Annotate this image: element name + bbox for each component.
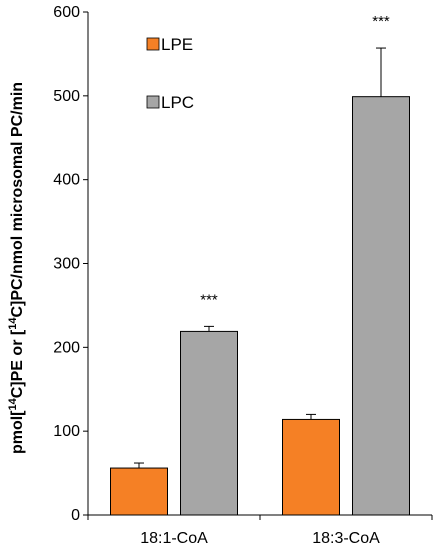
legend-label-lpc: LPC [161,93,194,112]
y-axis-label-part-2: C]PE or [ [9,329,26,398]
x-category-label-2: 18:3-CoA [312,530,380,547]
y-tick-label-500: 500 [53,88,80,105]
y-axis-label: pmol[14C]PE or [14C]PC/nmol microsomal P… [7,82,26,454]
y-tick-label-400: 400 [53,172,80,189]
y-axis-label-superscript-1: 14 [7,397,19,410]
y-tick-label-0: 0 [71,507,80,524]
legend-label-lpe: LPE [161,35,193,54]
bar-lpc-2 [352,96,410,516]
significance-label-2: *** [372,13,390,30]
y-tick-label-100: 100 [53,423,80,440]
y-tick-label-300: 300 [53,256,80,273]
bar-lpe-2 [282,418,340,516]
plot-area: 0 100 200 300 400 500 600 18:1-CoA *** 18:3-CoA **… [53,4,433,547]
y-axis-label-part-3: C]PC/nmol microsomal PC/min [9,82,26,318]
legend-swatch-lpe [146,37,160,51]
y-axis-label-part-1: pmol[ [9,410,26,454]
significance-label-1: *** [200,291,218,308]
y-tick-label-200: 200 [53,339,80,356]
y-axis-label-superscript-2: 14 [7,317,19,330]
x-category-label-1: 18:1-CoA [140,530,208,547]
bar-lpe-1 [110,467,168,516]
bar-lpc-1 [180,330,238,516]
legend-swatch-lpc [146,95,160,109]
y-tick-label-600: 600 [53,4,80,21]
